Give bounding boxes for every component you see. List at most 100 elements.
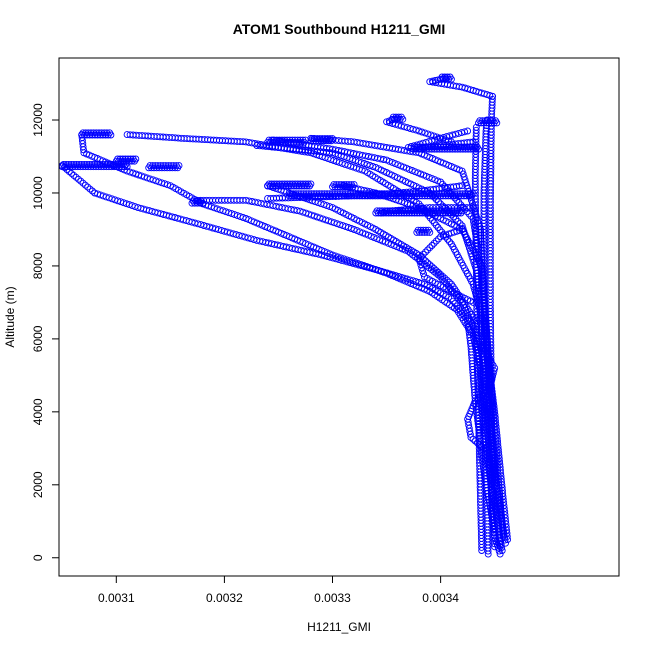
data-point [417, 261, 425, 269]
data-point [123, 131, 131, 139]
points-layer [58, 73, 512, 558]
data-point [447, 75, 455, 83]
data-point [478, 443, 486, 450]
data-point [453, 196, 461, 204]
data-point [94, 190, 102, 198]
data-point [81, 181, 89, 189]
data-point [426, 228, 434, 236]
data-point [459, 225, 467, 233]
data-point [444, 235, 452, 243]
data-point [458, 207, 466, 215]
data-point [475, 145, 482, 153]
data-point [267, 194, 275, 202]
data-point [300, 182, 308, 190]
data-point [432, 237, 440, 245]
data-point [417, 252, 425, 260]
data-point [422, 248, 429, 256]
data-point [456, 220, 464, 228]
y-axis: 0 2000 4000 6000 8000 10000 12000 [31, 103, 59, 561]
data-point [469, 138, 477, 146]
data-point [439, 135, 447, 143]
data-point [414, 169, 422, 177]
data-point [86, 185, 94, 193]
data-point [433, 133, 441, 141]
data-point [469, 298, 477, 306]
data-point [107, 131, 115, 139]
data-point [480, 444, 488, 452]
x-tick-label: 0.0031 [98, 591, 135, 605]
data-point [447, 240, 455, 248]
data-point [388, 158, 396, 166]
data-point [426, 261, 434, 269]
y-tick-label: 2000 [31, 471, 45, 498]
data-point [443, 276, 451, 284]
data-point [471, 437, 479, 445]
data-point [428, 242, 436, 249]
data-point [364, 231, 372, 239]
y-tick-label: 0 [31, 554, 45, 561]
data-point [199, 199, 207, 207]
data-point [424, 130, 432, 138]
data-point [68, 169, 75, 177]
data-point [435, 269, 442, 276]
data-point [472, 126, 480, 134]
data-point [275, 180, 283, 188]
data-point [496, 550, 504, 558]
y-tick-label: 8000 [31, 252, 45, 279]
data-point [132, 155, 140, 163]
x-axis-label: H1211_GMI [307, 620, 371, 634]
data-point [256, 142, 264, 150]
data-point [428, 263, 436, 271]
data-point [350, 181, 358, 189]
y-axis-label: Altitude (m) [3, 286, 17, 347]
data-point [79, 179, 87, 187]
data-point [427, 131, 435, 139]
data-point [307, 180, 315, 188]
x-tick-label: 0.0034 [422, 591, 459, 605]
data-point [416, 258, 424, 266]
data-point [421, 129, 429, 137]
data-point [329, 135, 336, 143]
data-point [302, 136, 309, 144]
data-point [264, 182, 272, 190]
data-point [430, 239, 438, 247]
data-point [399, 115, 407, 123]
data-point [478, 342, 486, 350]
data-point [175, 162, 183, 170]
data-point [476, 393, 484, 401]
data-point [495, 547, 503, 555]
data-point [126, 131, 134, 139]
y-tick-label: 4000 [31, 398, 45, 425]
data-point [77, 177, 85, 185]
data-point [426, 244, 434, 252]
x-tick-label: 0.0032 [206, 591, 243, 605]
y-tick-label: 12000 [31, 103, 45, 137]
data-point [435, 235, 442, 243]
data-point [454, 217, 462, 225]
y-tick-label: 10000 [31, 176, 45, 210]
data-point [436, 134, 444, 142]
data-point [359, 229, 367, 237]
data-point [75, 175, 82, 183]
data-point [415, 255, 423, 263]
data-point [424, 246, 432, 254]
data-point [474, 395, 482, 403]
data-point [419, 250, 427, 258]
chart-title: ATOM1 Southbound H1211_GMI [233, 21, 446, 37]
data-point [447, 280, 455, 288]
data-point [445, 278, 453, 286]
data-point [437, 270, 445, 278]
data-point [493, 119, 501, 127]
data-point [442, 136, 449, 144]
y-tick-label: 6000 [31, 325, 45, 352]
data-point [253, 142, 261, 149]
data-point [420, 270, 427, 278]
data-point [84, 183, 92, 191]
data-point [289, 180, 296, 188]
data-point [420, 171, 428, 179]
data-point [65, 168, 73, 175]
x-tick-label: 0.0033 [314, 591, 351, 605]
data-point [432, 267, 440, 275]
x-axis: 0.0031 0.0032 0.0033 0.0034 [98, 576, 459, 605]
data-point [425, 264, 433, 272]
